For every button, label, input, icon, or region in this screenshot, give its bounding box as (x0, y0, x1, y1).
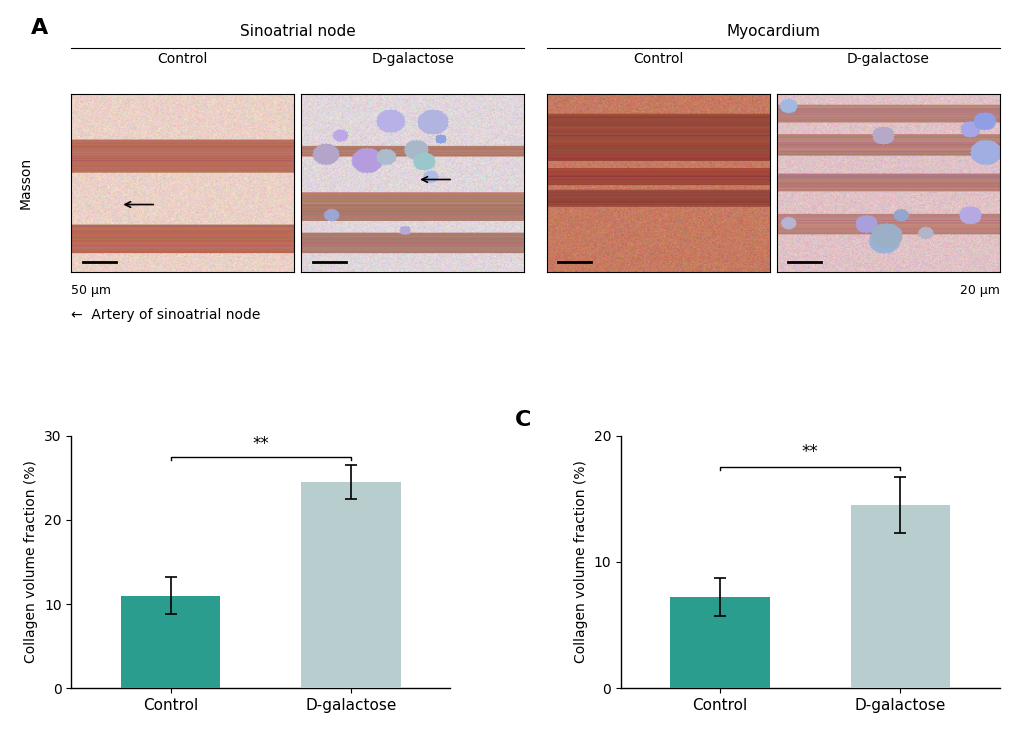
Text: D-galactose: D-galactose (371, 52, 453, 66)
Text: **: ** (801, 443, 817, 461)
Text: Sinoatrial node: Sinoatrial node (239, 24, 356, 38)
Text: Control: Control (158, 52, 208, 66)
Text: 20 μm: 20 μm (959, 284, 999, 297)
Text: C: C (515, 411, 531, 431)
Bar (121, 596, 220, 688)
Text: A: A (31, 18, 48, 38)
Text: 50 μm: 50 μm (71, 284, 111, 297)
Bar (302, 482, 400, 688)
Text: **: ** (253, 434, 269, 453)
Y-axis label: Collagen volume fraction (%): Collagen volume fraction (%) (574, 460, 587, 663)
Text: Control: Control (633, 52, 683, 66)
Bar (850, 505, 949, 688)
Text: D-galactose: D-galactose (846, 52, 928, 66)
Bar (669, 597, 768, 688)
Y-axis label: Collagen volume fraction (%): Collagen volume fraction (%) (24, 460, 39, 663)
Text: Myocardium: Myocardium (726, 24, 819, 38)
Text: ←  Artery of sinoatrial node: ← Artery of sinoatrial node (71, 308, 261, 322)
Text: Masson: Masson (18, 157, 33, 209)
